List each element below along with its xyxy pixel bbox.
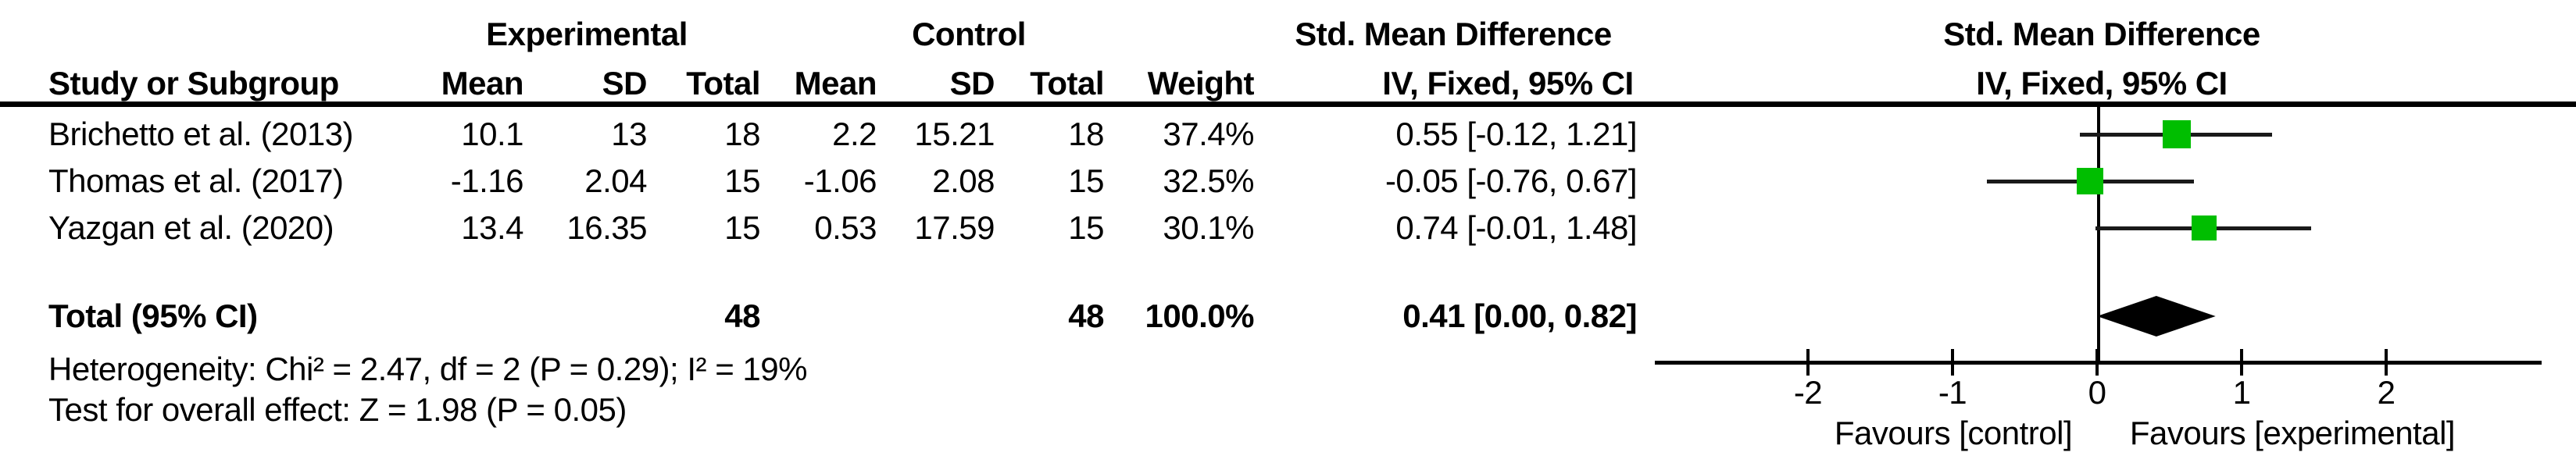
sub-header-total: Total bbox=[686, 65, 760, 102]
plot-title-line1: Std. Mean Difference bbox=[1943, 16, 2260, 52]
heterogeneity-note: Heterogeneity: Chi² = 2.47, df = 2 (P = … bbox=[48, 351, 807, 387]
sub-header-mean: Mean bbox=[441, 65, 524, 102]
study-mean_e: 13.4 bbox=[461, 209, 523, 246]
total-n-control: 48 bbox=[1068, 297, 1104, 334]
group-header-experimental: Experimental bbox=[486, 16, 688, 52]
axis-tick-label: 0 bbox=[2088, 374, 2106, 411]
study-name: Brichetto et al. (2013) bbox=[48, 116, 354, 152]
study-n_e: 18 bbox=[724, 116, 760, 152]
study-sd_c: 17.59 bbox=[914, 209, 995, 246]
axis-tick-label: 2 bbox=[2377, 374, 2396, 411]
study-name: Thomas et al. (2017) bbox=[48, 162, 344, 199]
study-weight: 37.4% bbox=[1163, 116, 1254, 152]
effect-column-title-line2: IV, Fixed, 95% CI bbox=[1382, 65, 1634, 102]
favours-left-label: Favours [control] bbox=[1834, 415, 2073, 451]
study-weight: 30.1% bbox=[1163, 209, 1254, 246]
study-ci_text: 0.74 [-0.01, 1.48] bbox=[1395, 209, 1637, 246]
axis-tick bbox=[2240, 349, 2243, 376]
study-name: Yazgan et al. (2020) bbox=[48, 209, 334, 246]
study-n_c: 15 bbox=[1068, 162, 1104, 199]
total-weight: 100.0% bbox=[1145, 297, 1255, 334]
study-n_c: 18 bbox=[1068, 116, 1104, 152]
study-mean_e: -1.16 bbox=[450, 162, 524, 199]
total-effect-ci: 0.41 [0.00, 0.82] bbox=[1402, 297, 1637, 334]
effect-column-title-line1: Std. Mean Difference bbox=[1295, 16, 1612, 52]
study-sd_e: 13 bbox=[611, 116, 647, 152]
header-divider-line bbox=[0, 102, 2576, 107]
effect-square-marker bbox=[2076, 168, 2103, 194]
plot-title-line2: IV, Fixed, 95% CI bbox=[1976, 65, 2228, 102]
sub-header-sd: SD bbox=[949, 65, 995, 102]
axis-tick bbox=[1806, 349, 1810, 376]
zero-reference-line bbox=[2097, 102, 2100, 365]
study-sd_e: 16.35 bbox=[566, 209, 647, 246]
sub-header-weight: Weight bbox=[1147, 65, 1255, 102]
study-mean_c: 0.53 bbox=[814, 209, 877, 246]
sub-header-total: Total bbox=[1030, 65, 1104, 102]
effect-square-marker bbox=[2191, 215, 2217, 240]
study-n_e: 15 bbox=[724, 162, 760, 199]
axis-tick-label: -2 bbox=[1793, 374, 1823, 411]
study-mean_e: 10.1 bbox=[461, 116, 523, 152]
total-n-experimental: 48 bbox=[724, 297, 760, 334]
total-row-label: Total (95% CI) bbox=[48, 297, 258, 334]
axis-tick bbox=[2385, 349, 2388, 376]
group-header-control: Control bbox=[912, 16, 1026, 52]
effect-square-marker bbox=[2162, 120, 2191, 148]
study-n_c: 15 bbox=[1068, 209, 1104, 246]
study-sd_e: 2.04 bbox=[584, 162, 647, 199]
study-sd_c: 15.21 bbox=[914, 116, 995, 152]
study-mean_c: -1.06 bbox=[803, 162, 877, 199]
axis-tick-label: 1 bbox=[2232, 374, 2251, 411]
study-sd_c: 2.08 bbox=[932, 162, 995, 199]
study-ci_text: 0.55 [-0.12, 1.21] bbox=[1395, 116, 1637, 152]
axis-tick bbox=[2095, 349, 2099, 376]
sub-header-mean: Mean bbox=[794, 65, 877, 102]
favours-right-label: Favours [experimental] bbox=[2129, 415, 2456, 451]
overall-effect-note: Test for overall effect: Z = 1.98 (P = 0… bbox=[48, 391, 627, 428]
study-n_e: 15 bbox=[724, 209, 760, 246]
sub-header-sd: SD bbox=[602, 65, 648, 102]
study-column-header: Study or Subgroup bbox=[48, 65, 339, 102]
study-weight: 32.5% bbox=[1163, 162, 1254, 199]
axis-tick bbox=[1951, 349, 1954, 376]
study-mean_c: 2.2 bbox=[832, 116, 877, 152]
study-ci_text: -0.05 [-0.76, 0.67] bbox=[1384, 162, 1638, 199]
axis-tick-label: -1 bbox=[1938, 374, 1967, 411]
